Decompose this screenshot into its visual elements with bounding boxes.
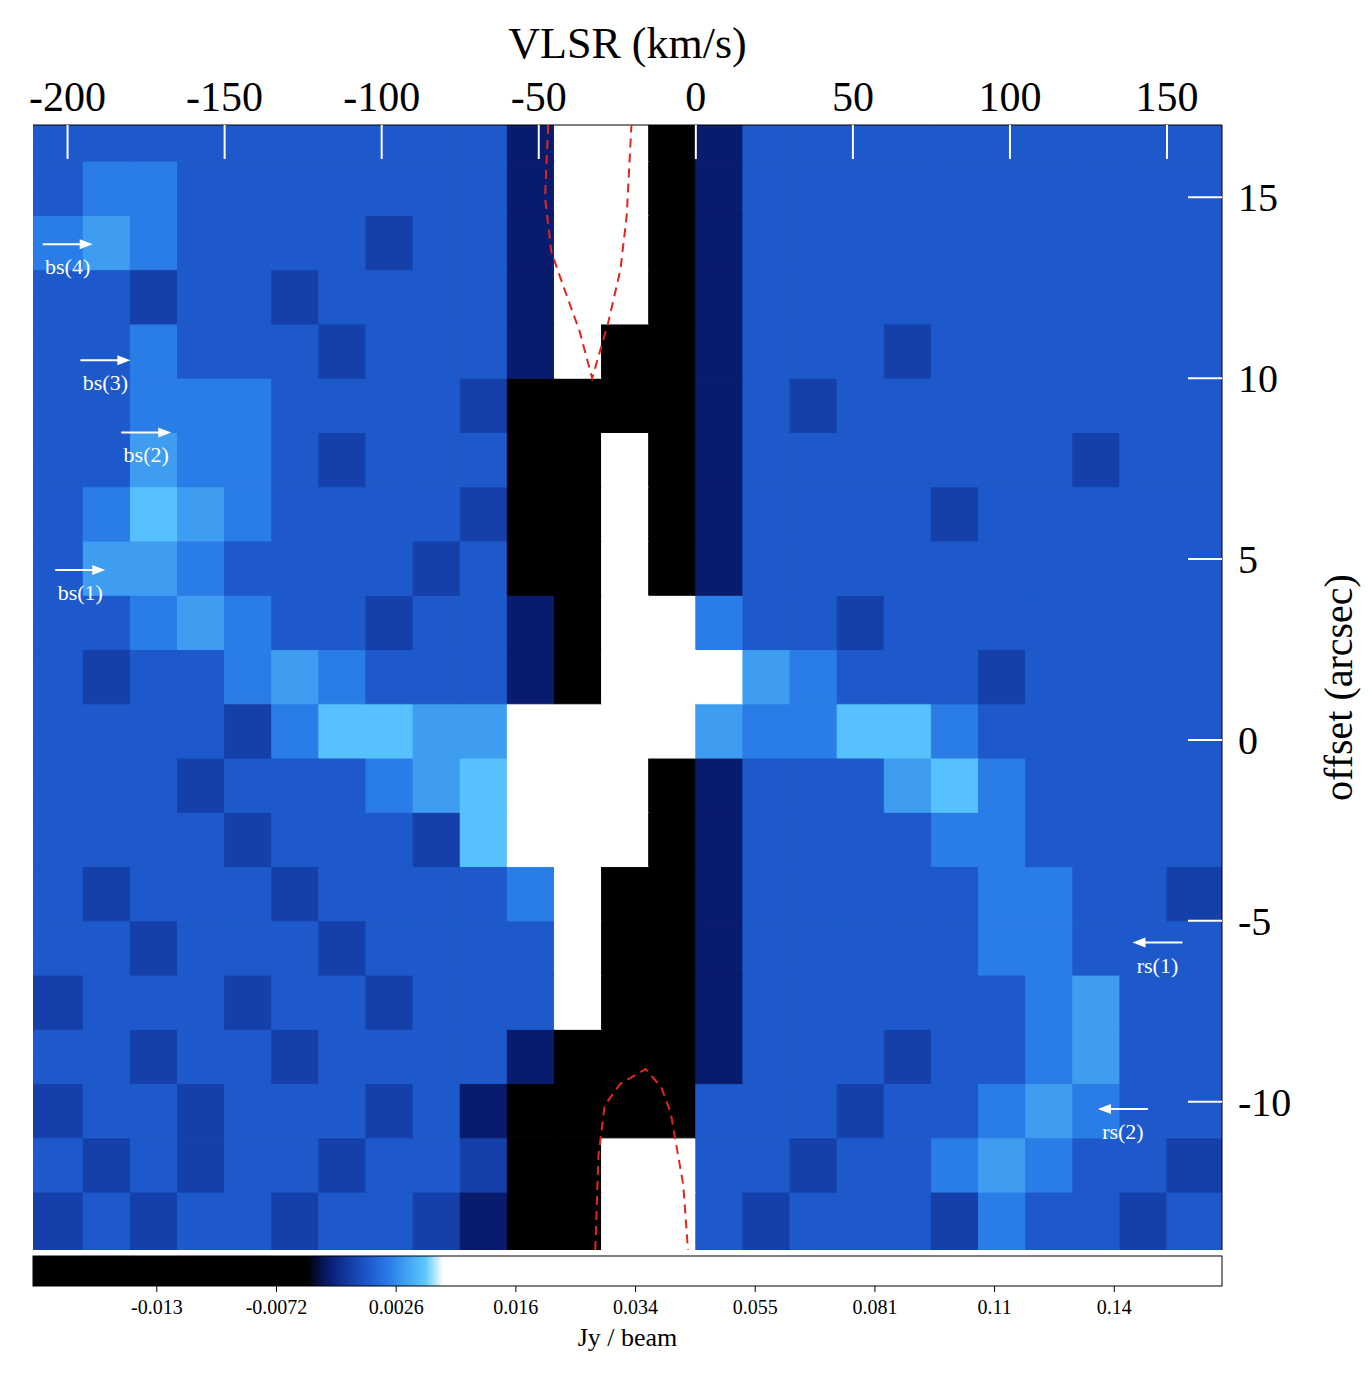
svg-text:0.016: 0.016: [493, 1296, 538, 1318]
svg-text:VLSR (km/s): VLSR (km/s): [508, 19, 746, 68]
svg-text:0.14: 0.14: [1097, 1296, 1132, 1318]
svg-text:-150: -150: [186, 74, 263, 120]
svg-text:0: 0: [685, 74, 706, 120]
svg-text:0.055: 0.055: [733, 1296, 778, 1318]
svg-text:rs(1): rs(1): [1137, 953, 1179, 978]
svg-text:50: 50: [832, 74, 874, 120]
svg-text:-0.0072: -0.0072: [246, 1296, 308, 1318]
svg-text:Jy / beam: Jy / beam: [578, 1323, 678, 1352]
svg-text:-5: -5: [1238, 899, 1271, 944]
svg-text:offset (arcsec): offset (arcsec): [1316, 574, 1361, 801]
svg-text:10: 10: [1238, 356, 1278, 401]
svg-text:bs(2): bs(2): [124, 442, 169, 467]
svg-text:bs(3): bs(3): [83, 370, 128, 395]
svg-text:bs(1): bs(1): [58, 580, 103, 605]
svg-text:-50: -50: [511, 74, 567, 120]
svg-text:0: 0: [1238, 718, 1258, 763]
svg-text:100: 100: [978, 74, 1041, 120]
svg-text:0.11: 0.11: [977, 1296, 1011, 1318]
svg-text:bs(4): bs(4): [45, 254, 90, 279]
svg-text:-0.013: -0.013: [131, 1296, 183, 1318]
svg-text:-100: -100: [343, 74, 420, 120]
svg-text:-200: -200: [29, 74, 106, 120]
svg-text:0.034: 0.034: [613, 1296, 658, 1318]
svg-text:-10: -10: [1238, 1080, 1291, 1125]
svg-text:0.081: 0.081: [852, 1296, 897, 1318]
svg-text:0.0026: 0.0026: [369, 1296, 424, 1318]
svg-text:5: 5: [1238, 537, 1258, 582]
svg-text:15: 15: [1238, 175, 1278, 220]
svg-text:150: 150: [1136, 74, 1199, 120]
svg-text:rs(2): rs(2): [1102, 1119, 1144, 1144]
